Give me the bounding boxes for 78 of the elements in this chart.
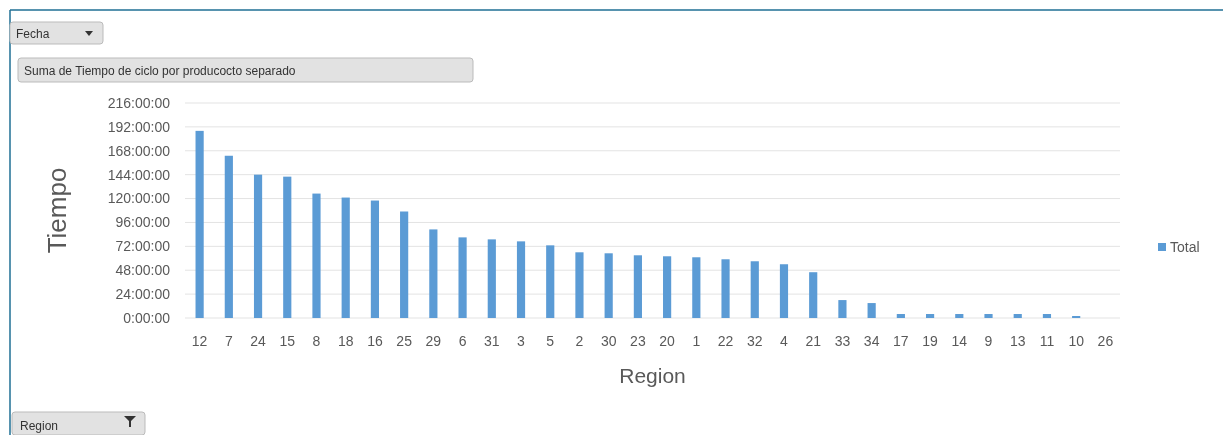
bar bbox=[224, 155, 233, 318]
field-button: Region bbox=[11, 411, 146, 435]
bar bbox=[750, 261, 759, 318]
x-tick-label: 10 bbox=[1068, 333, 1085, 349]
y-tick-label: 168:00:00 bbox=[107, 142, 171, 159]
x-tick-label: 18 bbox=[337, 333, 354, 349]
y-tick-label: 216:00:00 bbox=[107, 94, 171, 111]
x-tick-label: 23 bbox=[630, 333, 646, 349]
bar bbox=[283, 176, 292, 318]
field-button: Fecha bbox=[9, 21, 104, 45]
legend-label: Total bbox=[1170, 239, 1200, 255]
x-tick-label: 32 bbox=[746, 333, 763, 349]
bar bbox=[546, 245, 555, 318]
bar bbox=[195, 130, 204, 318]
x-tick-label: 24 bbox=[250, 333, 267, 349]
bar bbox=[779, 264, 789, 318]
bar bbox=[721, 259, 730, 318]
bar bbox=[663, 256, 672, 318]
bar bbox=[838, 300, 847, 318]
x-tick-label: 26 bbox=[1097, 333, 1114, 349]
x-tick-label: 22 bbox=[717, 333, 734, 349]
bar bbox=[925, 314, 935, 318]
x-tick-label: 20 bbox=[659, 333, 676, 349]
bar bbox=[1042, 314, 1052, 318]
y-tick-label: 0:00:00 bbox=[123, 309, 171, 326]
bar bbox=[516, 241, 526, 318]
bar bbox=[458, 237, 467, 318]
x-tick-label: 15 bbox=[279, 333, 296, 349]
x-tick-label: 34 bbox=[863, 333, 880, 349]
bar bbox=[400, 211, 409, 318]
y-tick-label: 72:00:00 bbox=[115, 238, 171, 255]
x-tick-label: 11 bbox=[1039, 333, 1055, 349]
x-tick-label: 8 bbox=[312, 333, 321, 349]
bar bbox=[692, 257, 701, 318]
x-tick-label: 6 bbox=[458, 333, 467, 349]
y-tick-label: 192:00:00 bbox=[107, 118, 171, 135]
bar bbox=[867, 303, 876, 318]
x-tick-label: 33 bbox=[834, 333, 851, 349]
x-tick-label: 4 bbox=[780, 333, 789, 349]
x-tick-label: 7 bbox=[224, 333, 233, 349]
x-tick-label: 19 bbox=[922, 333, 939, 349]
x-tick-label: 21 bbox=[805, 333, 822, 349]
x-tick-label: 5 bbox=[546, 333, 555, 349]
y-tick-label: 24:00:00 bbox=[115, 286, 171, 303]
x-tick-label: 29 bbox=[425, 333, 442, 349]
x-tick-label: 16 bbox=[367, 333, 383, 349]
bar bbox=[370, 200, 380, 318]
bar bbox=[341, 197, 350, 318]
y-axis-title: Tiempo bbox=[42, 167, 72, 254]
bar bbox=[312, 193, 321, 318]
bar bbox=[487, 239, 496, 318]
bar bbox=[1013, 314, 1022, 318]
bar bbox=[253, 174, 263, 318]
x-tick-label: 30 bbox=[600, 333, 617, 349]
bar bbox=[896, 314, 905, 318]
bar bbox=[984, 314, 993, 318]
x-tick-label: 31 bbox=[484, 333, 500, 349]
field-button: Suma de Tiempo de ciclo por producocto separado bbox=[17, 57, 474, 83]
bar bbox=[633, 255, 642, 318]
x-tick-label: 9 bbox=[984, 333, 993, 349]
y-tick-label: 144:00:00 bbox=[107, 166, 171, 183]
x-tick-label: 13 bbox=[1009, 333, 1026, 349]
x-tick-label: 12 bbox=[191, 333, 208, 349]
x-tick-label: 14 bbox=[951, 333, 968, 349]
y-tick-label: 120:00:00 bbox=[107, 190, 171, 207]
x-tick-label: 2 bbox=[575, 333, 584, 349]
x-tick-label: 1 bbox=[692, 333, 701, 349]
x-tick-label: 17 bbox=[893, 333, 909, 349]
y-tick-label: 96:00:00 bbox=[115, 214, 171, 231]
x-axis-title: Region bbox=[619, 364, 686, 387]
bar bbox=[429, 229, 438, 318]
bar bbox=[955, 314, 964, 318]
x-tick-label: 25 bbox=[396, 333, 413, 349]
bar bbox=[604, 253, 613, 318]
y-tick-label: 48:00:00 bbox=[115, 262, 171, 279]
bar bbox=[809, 272, 818, 318]
x-tick-label: 3 bbox=[517, 333, 526, 349]
bar bbox=[575, 252, 584, 318]
